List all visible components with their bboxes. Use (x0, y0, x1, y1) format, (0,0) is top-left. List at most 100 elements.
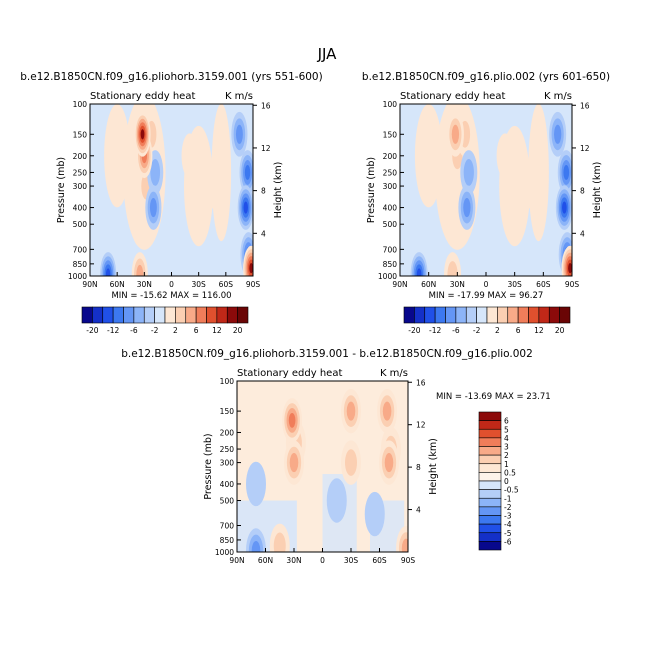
colorbar-cell (497, 306, 509, 324)
colorbar-label: -12 (107, 326, 119, 335)
colorbar-1: -20 -12 -6 -2 2 6 12 20 (81, 306, 249, 335)
colorbar-cell (81, 306, 93, 324)
colorbar-cell (517, 306, 529, 324)
x-tick-label: 0 (320, 556, 325, 565)
x-tick-label: 60S (536, 280, 551, 289)
colorbar-label: 12 (534, 326, 544, 335)
panel-header: b.e12.B1850CN.f09_g16.pliohorb.3159.001 … (20, 71, 322, 83)
colorbar-cell (478, 515, 502, 525)
panel-header: b.e12.B1850CN.f09_g16.pliohorb.3159.001 … (121, 348, 533, 360)
contour-blob (346, 401, 356, 421)
colorbar-label: -2 (473, 326, 481, 335)
colorbar-cell (143, 306, 155, 324)
x-tick-label: 90N (229, 556, 244, 565)
y-tick-label: 500 (73, 220, 88, 229)
colorbar-label: 6 (504, 417, 509, 426)
colorbar-cell (486, 306, 498, 324)
colorbar-label: 12 (212, 326, 222, 335)
y-tick-label: 700 (383, 245, 398, 254)
colorbar-cell (403, 306, 415, 324)
colorbar-cell (476, 306, 488, 324)
colorbar-cell (478, 506, 502, 516)
contour-blob (364, 491, 385, 537)
y-tick-label: 200 (383, 152, 398, 161)
y-tick-label: 850 (73, 260, 88, 269)
colorbar-label: -12 (429, 326, 441, 335)
y-axis-label: Pressure (mb) (203, 433, 214, 499)
colorbar-cell (478, 428, 502, 439)
x-tick-label: 30N (450, 280, 465, 289)
right-tick-label: 12 (580, 144, 590, 153)
colorbar-label: 2 (495, 326, 500, 335)
colorbar-cell (112, 306, 124, 324)
colorbar-label: -3 (504, 512, 512, 521)
contour-blob (520, 163, 538, 209)
colorbar-cell (455, 306, 467, 324)
colorbar-label: 5 (504, 425, 509, 434)
contour-blob (181, 133, 198, 179)
x-tick-label: 60S (372, 556, 387, 565)
colorbar-label: 0.5 (504, 468, 516, 477)
contour-blob (251, 540, 261, 552)
contour-blob (463, 159, 474, 186)
contour-blob (416, 268, 422, 276)
right-tick-label: 12 (261, 144, 271, 153)
colorbar-cell (434, 306, 446, 324)
x-tick-label: 30S (344, 556, 359, 565)
contour-blob (554, 124, 562, 144)
right-tick-label: 4 (580, 229, 585, 238)
colorbar-label: -6 (452, 326, 460, 335)
colorbar-label: -0.5 (504, 486, 519, 495)
right-axis-label: Height (km) (592, 162, 603, 219)
colorbar-cell (175, 306, 187, 324)
x-tick-label: 90S (401, 556, 416, 565)
panel-subtitle-left: Stationary eddy heat (400, 91, 505, 102)
contour-blob (235, 124, 243, 144)
colorbar-label: -4 (504, 520, 512, 529)
contour-blob (150, 159, 161, 186)
contour-blob (289, 453, 299, 473)
x-tick-label: 30N (286, 556, 301, 565)
panel-stats: MIN = -15.62 MAX = 116.00 (111, 291, 231, 301)
x-tick-label: 90N (82, 280, 97, 289)
contour-blob (136, 264, 144, 276)
colorbar-cell (548, 306, 560, 324)
panel-subtitle-right: K m/s (544, 91, 572, 102)
colorbar-cell (478, 411, 502, 421)
y-tick-label: 150 (220, 407, 235, 416)
right-tick-label: 16 (261, 101, 271, 110)
y-tick-label: 1000 (68, 272, 87, 281)
colorbar-cell (465, 306, 477, 324)
x-tick-label: 30S (508, 280, 523, 289)
panel-1: b.e12.B1850CN.f09_g16.pliohorb.3159.001 … (20, 71, 322, 301)
broad-positive-region (528, 104, 549, 242)
colorbar-cell (528, 306, 540, 324)
right-tick-label: 16 (580, 101, 590, 110)
y-axis-label: Pressure (mb) (56, 157, 67, 223)
colorbar-label: -20 (408, 326, 420, 335)
panel-2: b.e12.B1850CN.f09_g16.plio.002 (yrs 601-… (362, 71, 610, 301)
contour-blob (204, 163, 221, 209)
colorbar-cell (478, 437, 502, 447)
right-tick-label: 8 (580, 187, 585, 196)
y-tick-label: 400 (383, 204, 398, 213)
colorbar-cell (195, 306, 207, 324)
colorbar-2: -20 -12 -6 -2 2 6 12 20 (403, 306, 571, 335)
colorbar-label: -6 (130, 326, 138, 335)
y-tick-label: 700 (73, 245, 88, 254)
y-tick-label: 850 (383, 260, 398, 269)
y-tick-label: 700 (220, 522, 235, 531)
y-tick-label: 400 (220, 480, 235, 489)
colorbar-cell (478, 532, 502, 542)
y-tick-label: 1000 (215, 548, 234, 557)
colorbar-cell (478, 472, 502, 482)
y-tick-label: 300 (383, 182, 398, 191)
colorbar-cell (123, 306, 135, 324)
contour-blob (384, 453, 394, 473)
contour-blob (326, 478, 347, 523)
contour-field (100, 104, 253, 276)
x-tick-label: 60S (219, 280, 234, 289)
figure-title: JJA (317, 45, 338, 63)
colorbar-cell (478, 463, 502, 473)
